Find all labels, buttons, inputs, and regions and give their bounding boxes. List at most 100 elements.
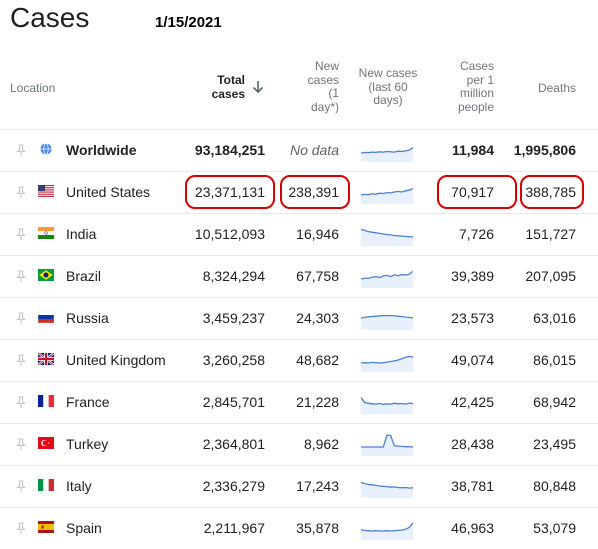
header-cases-per-million[interactable]: Cases per 1 million people [457, 59, 494, 114]
deaths-value: 207,095 [525, 268, 576, 284]
pin-icon[interactable] [16, 396, 26, 409]
total-cases-value: 23,371,131 [194, 184, 265, 200]
trend-sparkline [361, 147, 413, 162]
new-cases-value: 35,878 [296, 520, 339, 536]
cases-per-million-value: 70,917 [451, 184, 494, 200]
uk-flag-icon [38, 353, 54, 365]
table-row[interactable]: Italy 2,336,279 17,243 38,781 80,848 [0, 465, 598, 507]
table-row[interactable]: Brazil 8,324,294 67,758 39,389 207,095 [0, 255, 598, 297]
trend-sparkline [361, 481, 413, 498]
us-flag-icon [38, 185, 54, 197]
highlight-oval-total [185, 175, 275, 209]
pin-icon[interactable] [16, 144, 26, 157]
cases-per-million-value: 38,781 [451, 478, 494, 494]
total-cases-value: 10,512,093 [194, 226, 265, 242]
cases-per-million-value: 11,984 [451, 142, 494, 158]
cases-per-million-value: 23,573 [451, 310, 494, 326]
trend-sparkline [361, 228, 413, 246]
highlight-oval-deaths [520, 175, 584, 209]
pin-icon[interactable] [16, 354, 26, 367]
header-location: Location [10, 81, 56, 95]
table-row[interactable]: Turkey 2,364,801 8,962 28,438 23,495 [0, 423, 598, 465]
new-cases-value: 24,303 [296, 310, 339, 326]
table-row[interactable]: France 2,845,701 21,228 42,425 68,942 [0, 381, 598, 423]
new-cases-value: 21,228 [296, 394, 339, 410]
new-cases-value: 16,946 [296, 226, 339, 242]
trend-sparkline [361, 397, 413, 414]
spain-flag-icon [38, 521, 54, 533]
total-cases-value: 2,364,801 [202, 436, 265, 452]
total-cases-value: 8,324,294 [202, 268, 265, 284]
deaths-value: 388,785 [525, 184, 576, 200]
total-cases-value: 2,211,967 [203, 520, 265, 536]
date-annotation: 1/15/2021 [155, 14, 222, 31]
brazil-flag-icon [38, 269, 54, 281]
russia-flag-icon [38, 311, 54, 323]
location-name: France [66, 394, 110, 410]
table-row[interactable]: India 10,512,093 16,946 7,726 151,727 [0, 213, 598, 255]
location-name: Turkey [66, 436, 109, 452]
pin-icon[interactable] [16, 522, 26, 535]
pin-icon[interactable] [16, 186, 26, 199]
globe-icon [40, 143, 52, 155]
pin-icon[interactable] [16, 312, 26, 325]
total-cases-value: 93,184,251 [194, 142, 265, 158]
cases-per-million-value: 46,963 [451, 520, 494, 536]
page-title: Cases [10, 2, 90, 33]
cases-per-million-value: 28,438 [451, 436, 494, 452]
header-total-cases[interactable]: Total cases [211, 73, 245, 101]
highlight-oval-per-million [437, 175, 517, 209]
location-name: Italy [66, 478, 92, 494]
cases-per-million-value: 7,726 [458, 226, 494, 242]
deaths-value: 63,016 [533, 310, 576, 326]
deaths-value: 53,079 [533, 520, 576, 536]
deaths-value: 68,942 [533, 394, 576, 410]
new-cases-value: No data [289, 142, 339, 158]
deaths-value: 86,015 [533, 352, 576, 368]
trend-sparkline [361, 434, 413, 456]
total-cases-value: 2,336,279 [202, 478, 265, 494]
deaths-value: 23,495 [533, 436, 576, 452]
pin-icon[interactable] [16, 270, 26, 283]
table-row[interactable]: Russia 3,459,237 24,303 23,573 63,016 [0, 297, 598, 339]
location-name: United Kingdom [66, 352, 166, 368]
new-cases-value: 67,758 [296, 268, 339, 284]
highlight-oval-new [280, 175, 350, 209]
new-cases-value: 48,682 [296, 352, 339, 368]
table-row[interactable]: United States 23,371,131 238,391 70,917 388,… [0, 171, 598, 213]
table-row[interactable]: United Kingdom 3,260,258 48,682 49,074 86,01… [0, 339, 598, 381]
cases-per-million-value: 42,425 [451, 394, 494, 410]
location-name: Worldwide [66, 142, 137, 158]
deaths-value: 151,727 [525, 226, 576, 242]
italy-flag-icon [38, 479, 54, 491]
turkey-flag-icon [38, 437, 54, 449]
new-cases-value: 238,391 [288, 184, 339, 200]
table-row[interactable]: Spain 2,211,967 35,878 46,963 53,079 [0, 507, 598, 549]
new-cases-value: 17,243 [296, 478, 339, 494]
deaths-value: 80,848 [533, 478, 576, 494]
deaths-value: 1,995,806 [513, 142, 576, 158]
cases-table: Worldwide 93,184,251 No data 11,984 1,995,80… [0, 129, 598, 549]
trend-sparkline [361, 314, 413, 330]
header-new-cases[interactable]: New cases (1 day*) [307, 59, 339, 114]
table-row[interactable]: Worldwide 93,184,251 No data 11,984 1,995,80… [0, 129, 598, 171]
header-new-cases-60-days: New cases (last 60 days) [358, 66, 418, 107]
pin-icon[interactable] [16, 480, 26, 493]
location-name: Russia [66, 310, 109, 326]
pin-icon[interactable] [16, 228, 26, 241]
sort-down-arrow-icon[interactable] [252, 80, 264, 94]
new-cases-value: 8,962 [303, 436, 339, 452]
cases-per-million-value: 49,074 [451, 352, 494, 368]
trend-sparkline [361, 270, 413, 288]
header-deaths[interactable]: Deaths [537, 81, 576, 95]
total-cases-value: 3,260,258 [202, 352, 265, 368]
pin-icon[interactable] [16, 438, 26, 451]
india-flag-icon [38, 227, 54, 239]
location-name: United States [66, 184, 151, 200]
trend-sparkline [361, 187, 413, 204]
total-cases-value: 3,459,237 [202, 310, 265, 326]
trend-sparkline [361, 355, 413, 372]
location-name: India [66, 226, 97, 242]
cases-per-million-value: 39,389 [451, 268, 494, 284]
location-name: Brazil [66, 268, 102, 284]
